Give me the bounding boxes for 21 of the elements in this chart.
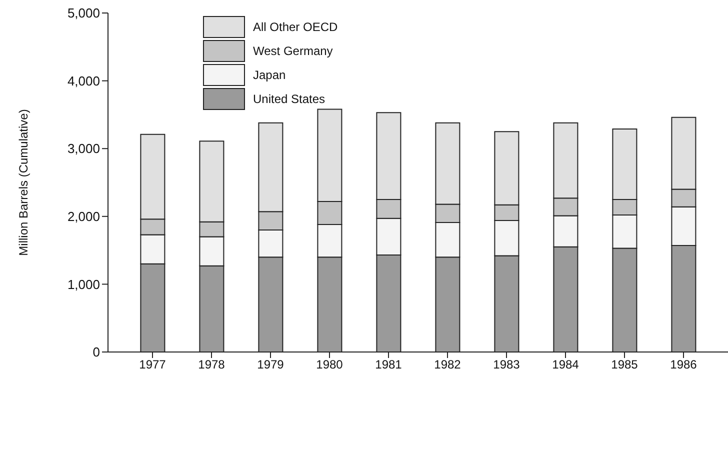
x-tick-label: 1984 xyxy=(552,358,580,372)
x-tick-label: 1978 xyxy=(198,358,226,372)
y-tick-label: 5,000 xyxy=(67,6,100,21)
x-tick-label: 1985 xyxy=(611,358,638,372)
y-tick-label: 2,000 xyxy=(67,209,100,224)
x-tick-label: 1986 xyxy=(670,358,698,372)
y-tick-label: 0 xyxy=(92,344,100,360)
legend-label: West Germany xyxy=(253,44,333,58)
x-tick-label: 1979 xyxy=(257,358,284,372)
y-tick-label: 4,000 xyxy=(67,73,100,88)
x-tick-label: 1983 xyxy=(493,358,520,372)
y-tick-label: 1,000 xyxy=(67,276,100,292)
legend-label: United States xyxy=(253,92,326,106)
x-tick-label: 1981 xyxy=(375,358,402,372)
x-tick-label: 1980 xyxy=(316,358,344,372)
y-tick-label: 3,000 xyxy=(67,141,100,156)
y-axis-title: Million Barrels (Cumulative) xyxy=(16,109,30,256)
x-tick-label: 1982 xyxy=(434,358,462,372)
legend-label: All Other OECD xyxy=(253,20,338,34)
x-tick-label: 1977 xyxy=(139,358,166,372)
legend-label: Japan xyxy=(253,68,286,82)
